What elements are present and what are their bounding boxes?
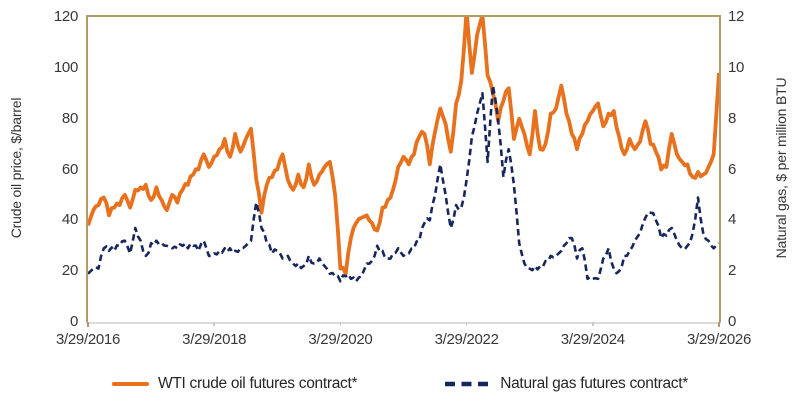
x-axis-tick-mark <box>87 322 89 327</box>
x-axis-tick-mark <box>592 322 594 326</box>
left-axis-tick-label: 60 <box>61 160 78 178</box>
gas-dashed-line-swatch <box>445 381 492 387</box>
x-axis-tick-label: 3/29/2026 <box>686 331 752 348</box>
legend-label-gas: Natural gas futures contract* <box>500 375 688 392</box>
right-axis-tick-label: 10 <box>728 58 745 76</box>
legend-item-oil: WTI crude oil futures contract* <box>112 375 358 393</box>
left-axis-tick-label: 0 <box>69 313 78 330</box>
x-axis-tick-mark <box>213 322 215 326</box>
gas-series-line <box>88 84 719 283</box>
x-axis-tick-label: 3/29/2018 <box>182 331 247 348</box>
legend: WTI crude oil futures contract* Natural … <box>0 371 800 397</box>
x-axis-tick-mark <box>465 322 468 326</box>
right-axis-tick-label: 2 <box>728 262 737 280</box>
right-axis-tick-label: 4 <box>728 211 737 229</box>
left-axis-title: Crude oil price, $/barrel <box>8 97 24 239</box>
left-axis-tick-label: 40 <box>61 211 78 229</box>
series-plot <box>88 17 719 283</box>
left-axis-tick-label: 100 <box>53 58 78 76</box>
right-axis-tick-label: 0 <box>728 313 737 330</box>
legend-item-gas: Natural gas futures contract* <box>445 375 688 393</box>
plot-area-border <box>86 15 721 322</box>
x-axis-tick-label: 3/29/2022 <box>434 331 499 348</box>
left-axis-tick-label: 120 <box>53 8 78 25</box>
x-axis-tick-label: 3/29/2024 <box>560 331 625 348</box>
x-axis-line <box>86 322 721 324</box>
x-axis-tick-label: 3/29/2016 <box>55 331 121 348</box>
oil-solid-line-swatch <box>112 381 150 387</box>
legend-label-oil: WTI crude oil futures contract* <box>158 375 358 392</box>
left-axis-tick-label: 20 <box>61 262 78 280</box>
x-axis-tick-mark <box>339 322 342 326</box>
right-axis-tick-label: 12 <box>728 8 745 25</box>
x-axis-tick-label: 3/29/2020 <box>308 331 373 348</box>
right-axis-title: Natural gas, $ per million BTU <box>773 77 789 259</box>
right-axis-tick-label: 6 <box>728 160 737 178</box>
right-axis-tick-label: 8 <box>728 109 737 127</box>
oil-series-line <box>88 17 719 276</box>
x-axis-tick-mark <box>718 322 720 327</box>
left-axis-tick-label: 80 <box>61 109 78 127</box>
